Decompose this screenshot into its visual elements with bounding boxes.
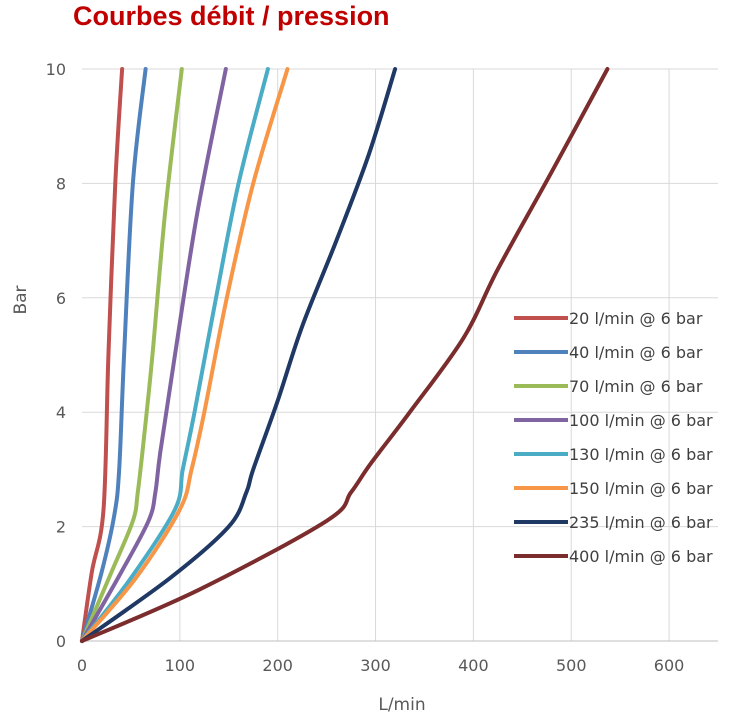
legend-entry: 235 l/min @ 6 bar [569, 513, 713, 532]
x-tick-label: 500 [556, 656, 587, 675]
series-line-3 [80, 67, 184, 643]
legend-entry: 100 l/min @ 6 bar [569, 411, 713, 430]
legend-entry: 40 l/min @ 6 bar [569, 343, 703, 362]
y-tick-label: 2 [56, 518, 66, 537]
series-line-4 [80, 67, 228, 643]
legend: 20 l/min @ 6 bar 40 l/min @ 6 bar 70 l/min… [514, 309, 713, 566]
chart-title: Courbes débit / pression [73, 1, 390, 31]
legend-entry: 70 l/min @ 6 bar [569, 377, 703, 396]
x-tick-label: 600 [654, 656, 685, 675]
y-tick-label: 10 [46, 60, 66, 79]
y-axis-label: Bar [11, 285, 31, 314]
y-tick-labels: 0 2 4 6 8 10 [46, 60, 66, 651]
series-line-8 [80, 67, 610, 643]
x-tick-label: 100 [165, 656, 196, 675]
x-tick-labels: 0 100 200 300 400 500 600 [77, 656, 684, 675]
x-axis-label: L/min [378, 695, 425, 715]
series-line-7 [80, 67, 398, 643]
y-tick-label: 6 [56, 289, 66, 308]
x-tick-label: 200 [262, 656, 293, 675]
x-tick-label: 400 [458, 656, 489, 675]
x-tick-label: 300 [360, 656, 391, 675]
y-tick-label: 0 [56, 632, 66, 651]
legend-entry: 20 l/min @ 6 bar [569, 309, 703, 328]
x-tick-label: 0 [77, 656, 87, 675]
series-line-2 [80, 67, 148, 643]
grid [82, 68, 718, 642]
y-tick-label: 8 [56, 174, 66, 193]
legend-entry: 400 l/min @ 6 bar [569, 547, 713, 566]
series-line-1 [80, 67, 125, 643]
legend-entry: 130 l/min @ 6 bar [569, 445, 713, 464]
legend-entry: 150 l/min @ 6 bar [569, 479, 713, 498]
y-tick-label: 4 [56, 403, 66, 422]
series-line-6 [80, 67, 290, 643]
series-lines [80, 67, 610, 643]
series-line-5 [80, 67, 270, 643]
